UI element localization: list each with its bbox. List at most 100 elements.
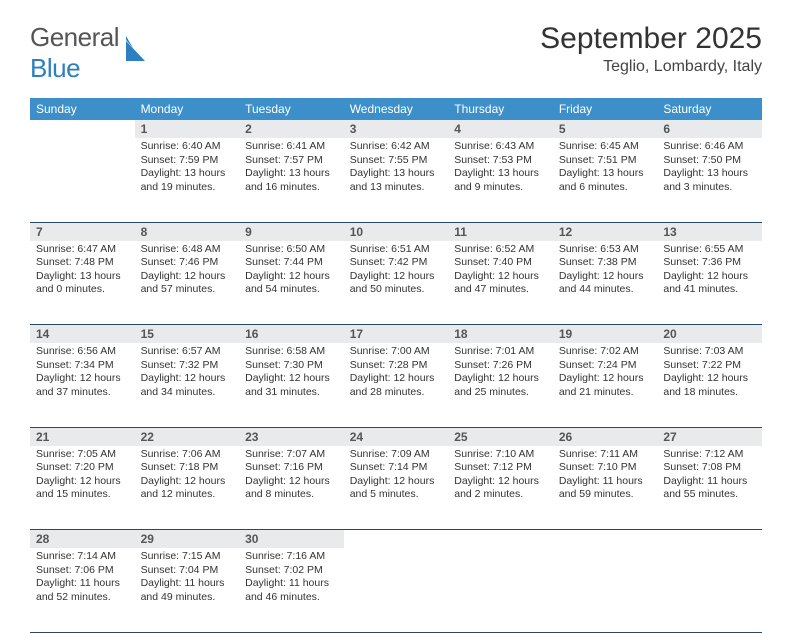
day-number: 22 (141, 430, 154, 444)
day-content-row: Sunrise: 7:05 AMSunset: 7:20 PMDaylight:… (30, 446, 762, 530)
day-number-cell: 26 (553, 427, 658, 446)
day-number: 5 (559, 122, 566, 136)
day-day1-text: Daylight: 12 hours (663, 372, 756, 386)
day-cell: Sunrise: 7:06 AMSunset: 7:18 PMDaylight:… (135, 446, 240, 530)
day-day2-text: and 18 minutes. (663, 386, 756, 400)
day-cell: Sunrise: 6:56 AMSunset: 7:34 PMDaylight:… (30, 343, 135, 427)
day-sunrise-text: Sunrise: 6:56 AM (36, 345, 129, 359)
day-number: 26 (559, 430, 572, 444)
day-number: 6 (663, 122, 670, 136)
day-sunrise-text: Sunrise: 7:15 AM (141, 550, 234, 564)
day-number: 11 (454, 225, 467, 239)
day-day2-text: and 12 minutes. (141, 488, 234, 502)
day-cell: Sunrise: 6:52 AMSunset: 7:40 PMDaylight:… (448, 241, 553, 325)
day-content-row: Sunrise: 6:40 AMSunset: 7:59 PMDaylight:… (30, 138, 762, 222)
day-number: 10 (350, 225, 363, 239)
day-number-cell: 6 (657, 120, 762, 138)
day-number-cell: 11 (448, 222, 553, 241)
day-cell: Sunrise: 7:03 AMSunset: 7:22 PMDaylight:… (657, 343, 762, 427)
day-number-cell: 20 (657, 325, 762, 344)
day-cell: Sunrise: 6:50 AMSunset: 7:44 PMDaylight:… (239, 241, 344, 325)
day-cell: Sunrise: 7:02 AMSunset: 7:24 PMDaylight:… (553, 343, 658, 427)
day-sunset-text: Sunset: 7:10 PM (559, 461, 652, 475)
day-content-row: Sunrise: 6:47 AMSunset: 7:48 PMDaylight:… (30, 241, 762, 325)
day-header: Tuesday (239, 98, 344, 120)
day-content-row: Sunrise: 7:14 AMSunset: 7:06 PMDaylight:… (30, 548, 762, 632)
day-number-cell: 17 (344, 325, 449, 344)
day-cell: Sunrise: 7:01 AMSunset: 7:26 PMDaylight:… (448, 343, 553, 427)
day-sunset-text: Sunset: 7:51 PM (559, 154, 652, 168)
day-day1-text: Daylight: 12 hours (454, 372, 547, 386)
day-number: 16 (245, 327, 258, 341)
day-cell: Sunrise: 6:55 AMSunset: 7:36 PMDaylight:… (657, 241, 762, 325)
day-day2-text: and 59 minutes. (559, 488, 652, 502)
day-day1-text: Daylight: 12 hours (245, 270, 338, 284)
day-sunrise-text: Sunrise: 6:45 AM (559, 140, 652, 154)
day-number: 17 (350, 327, 363, 341)
day-number-cell: 16 (239, 325, 344, 344)
day-sunset-text: Sunset: 7:26 PM (454, 359, 547, 373)
day-header: Wednesday (344, 98, 449, 120)
day-cell: Sunrise: 6:41 AMSunset: 7:57 PMDaylight:… (239, 138, 344, 222)
day-sunset-text: Sunset: 7:16 PM (245, 461, 338, 475)
day-day2-text: and 57 minutes. (141, 283, 234, 297)
day-number-cell: 29 (135, 530, 240, 549)
month-title: September 2025 (540, 22, 762, 56)
day-sunrise-text: Sunrise: 6:51 AM (350, 243, 443, 257)
day-cell: Sunrise: 7:10 AMSunset: 7:12 PMDaylight:… (448, 446, 553, 530)
day-sunrise-text: Sunrise: 6:57 AM (141, 345, 234, 359)
day-day1-text: Daylight: 12 hours (36, 475, 129, 489)
day-cell: Sunrise: 7:11 AMSunset: 7:10 PMDaylight:… (553, 446, 658, 530)
day-sunrise-text: Sunrise: 7:01 AM (454, 345, 547, 359)
day-cell: Sunrise: 7:12 AMSunset: 7:08 PMDaylight:… (657, 446, 762, 530)
brand-word1: General (30, 22, 119, 52)
day-number-cell: 10 (344, 222, 449, 241)
day-cell: Sunrise: 6:46 AMSunset: 7:50 PMDaylight:… (657, 138, 762, 222)
day-day1-text: Daylight: 13 hours (245, 167, 338, 181)
day-day2-text: and 6 minutes. (559, 181, 652, 195)
day-number-row: 21222324252627 (30, 427, 762, 446)
day-number: 23 (245, 430, 258, 444)
day-number: 19 (559, 327, 572, 341)
day-day1-text: Daylight: 13 hours (559, 167, 652, 181)
day-number-cell (553, 530, 658, 549)
day-number: 27 (663, 430, 676, 444)
day-sunset-text: Sunset: 7:46 PM (141, 256, 234, 270)
day-sunset-text: Sunset: 7:12 PM (454, 461, 547, 475)
day-cell: Sunrise: 6:51 AMSunset: 7:42 PMDaylight:… (344, 241, 449, 325)
day-cell: Sunrise: 7:07 AMSunset: 7:16 PMDaylight:… (239, 446, 344, 530)
day-cell: Sunrise: 6:47 AMSunset: 7:48 PMDaylight:… (30, 241, 135, 325)
day-sunset-text: Sunset: 7:38 PM (559, 256, 652, 270)
day-day2-text: and 44 minutes. (559, 283, 652, 297)
day-day1-text: Daylight: 11 hours (36, 577, 129, 591)
day-cell (448, 548, 553, 632)
calendar-table: Sunday Monday Tuesday Wednesday Thursday… (30, 98, 762, 633)
day-sunrise-text: Sunrise: 6:41 AM (245, 140, 338, 154)
day-number-cell: 30 (239, 530, 344, 549)
day-sunset-text: Sunset: 7:06 PM (36, 564, 129, 578)
day-day1-text: Daylight: 11 hours (141, 577, 234, 591)
day-number: 29 (141, 532, 154, 546)
day-day1-text: Daylight: 13 hours (141, 167, 234, 181)
day-day2-text: and 50 minutes. (350, 283, 443, 297)
day-cell: Sunrise: 7:14 AMSunset: 7:06 PMDaylight:… (30, 548, 135, 632)
day-header: Friday (553, 98, 658, 120)
day-day2-text: and 9 minutes. (454, 181, 547, 195)
day-cell: Sunrise: 6:48 AMSunset: 7:46 PMDaylight:… (135, 241, 240, 325)
day-day2-text: and 19 minutes. (141, 181, 234, 195)
day-number: 20 (663, 327, 676, 341)
day-number-cell: 15 (135, 325, 240, 344)
header: General Blue September 2025 Teglio, Lomb… (30, 22, 762, 84)
day-cell: Sunrise: 6:43 AMSunset: 7:53 PMDaylight:… (448, 138, 553, 222)
day-sunrise-text: Sunrise: 6:52 AM (454, 243, 547, 257)
day-day1-text: Daylight: 11 hours (663, 475, 756, 489)
day-sunset-text: Sunset: 7:34 PM (36, 359, 129, 373)
day-sunrise-text: Sunrise: 6:47 AM (36, 243, 129, 257)
day-header-row: Sunday Monday Tuesday Wednesday Thursday… (30, 98, 762, 120)
day-sunset-text: Sunset: 7:24 PM (559, 359, 652, 373)
brand-logo: General Blue (30, 22, 153, 84)
day-day1-text: Daylight: 12 hours (245, 475, 338, 489)
day-day1-text: Daylight: 12 hours (36, 372, 129, 386)
day-day1-text: Daylight: 12 hours (559, 372, 652, 386)
day-cell: Sunrise: 7:09 AMSunset: 7:14 PMDaylight:… (344, 446, 449, 530)
